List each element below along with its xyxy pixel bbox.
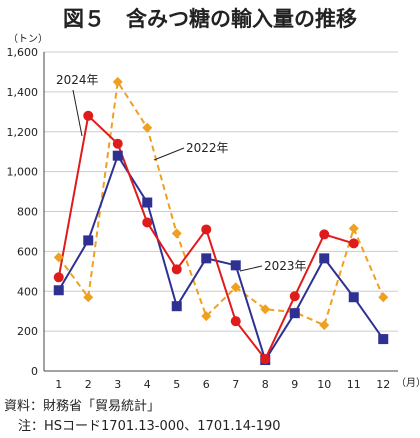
point-2023 (378, 334, 389, 345)
series-lines (57, 80, 385, 362)
series-markers (53, 76, 389, 366)
y-tick-label: 400 (17, 285, 38, 298)
annotation-2023: 2023年 (264, 259, 307, 273)
point-2024 (348, 238, 359, 249)
point-2024 (142, 217, 153, 228)
x-unit-label: （月） (396, 377, 420, 389)
point-2023 (112, 150, 123, 161)
series-line-2023 (57, 154, 385, 362)
x-tick-label: 9 (291, 378, 298, 391)
point-2023 (171, 301, 182, 312)
point-2022 (171, 228, 182, 239)
y-tick-label: 0 (31, 365, 38, 378)
point-2022 (230, 282, 241, 293)
point-2024 (260, 354, 271, 365)
x-tick-label: 1 (55, 378, 62, 391)
point-2022 (142, 122, 153, 133)
point-2022 (378, 292, 389, 303)
y-unit-label: （トン） (8, 33, 48, 45)
point-2024 (201, 224, 212, 235)
leader-2023 (239, 265, 263, 272)
x-tick-label: 12 (376, 378, 390, 391)
point-2023 (142, 197, 153, 208)
x-tick-label: 6 (203, 378, 210, 391)
x-tick-label: 2 (85, 378, 92, 391)
grid (44, 51, 398, 332)
point-2023 (201, 253, 212, 264)
annotation-2024: 2024年 (56, 73, 99, 87)
leader-2022 (153, 147, 185, 161)
y-tick-label: 600 (17, 245, 38, 258)
point-2023 (230, 260, 241, 271)
point-2023 (319, 253, 330, 264)
y-tick-label: 1,200 (7, 126, 39, 139)
point-2022 (319, 320, 330, 331)
point-2024 (83, 110, 94, 121)
y-tick-label: 1,400 (7, 86, 39, 99)
point-2022 (53, 252, 64, 263)
x-tick-label: 5 (173, 378, 180, 391)
point-2022 (260, 304, 271, 315)
point-2023 (289, 308, 300, 319)
point-2024 (230, 316, 241, 327)
leader-2024 (72, 89, 83, 137)
point-2023 (83, 235, 94, 246)
hs-code-note: 注：HSコード1701.13-000、1701.14-190 (18, 419, 281, 434)
y-tick-label: 800 (17, 206, 38, 219)
chart-title: 図５ 含みつ糖の輸入量の推移 (63, 7, 357, 31)
series-annotations: 2024年 2022年 2023年 (56, 73, 307, 273)
point-2022 (83, 292, 94, 303)
point-2023 (348, 292, 359, 303)
point-2024 (112, 138, 123, 149)
y-tick-label: 1,000 (7, 166, 39, 179)
point-2024 (53, 272, 64, 283)
series-line-2022 (57, 80, 385, 327)
x-tick-label: 11 (347, 378, 361, 391)
x-tick-label: 3 (114, 378, 121, 391)
y-tick-label: 1,600 (7, 46, 39, 59)
point-2022 (201, 311, 212, 322)
x-tick-label: 4 (144, 378, 151, 391)
point-2024 (171, 264, 182, 275)
point-2024 (319, 229, 330, 240)
point-2024 (289, 291, 300, 302)
x-tick-label: 7 (232, 378, 239, 391)
point-2023 (53, 285, 64, 296)
annotation-2022: 2022年 (186, 141, 229, 155)
y-tick-label: 200 (17, 325, 38, 338)
x-tick-label: 8 (262, 378, 269, 391)
source-note: 資料：財務省「貿易統計」 (4, 398, 160, 414)
x-tick-label: 10 (317, 378, 331, 391)
point-2022 (348, 223, 359, 234)
point-2022 (112, 76, 123, 87)
